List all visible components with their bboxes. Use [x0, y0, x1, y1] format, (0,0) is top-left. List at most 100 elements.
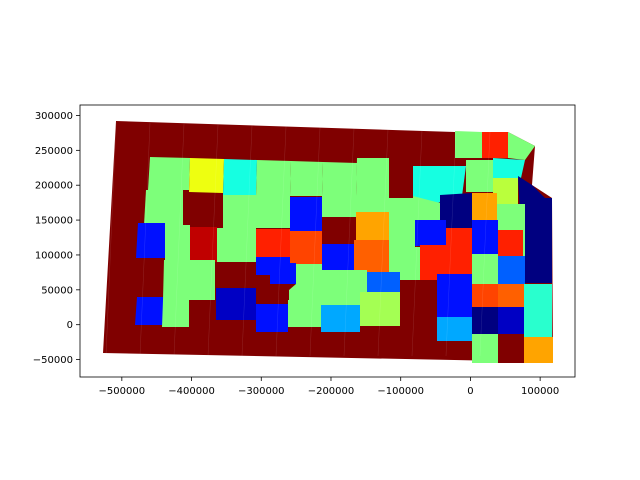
county-region — [455, 131, 482, 158]
county-region — [360, 292, 400, 326]
county-region — [389, 198, 415, 225]
county-region — [136, 223, 165, 258]
y-tick-label: −50000 — [33, 355, 73, 366]
county-region — [472, 334, 498, 363]
county-region — [256, 160, 291, 196]
county-border — [139, 122, 151, 357]
y-tick-label: 50000 — [41, 285, 73, 296]
county-border — [173, 123, 185, 357]
county-region — [525, 205, 552, 230]
x-tick-label: −200000 — [308, 386, 355, 397]
county-region — [216, 288, 256, 320]
county-region — [322, 217, 356, 244]
county-region — [322, 162, 357, 196]
county-region — [498, 307, 524, 334]
y-tick: 100000 — [35, 250, 80, 261]
y-tick: 150000 — [35, 216, 80, 227]
county-region — [290, 161, 323, 196]
y-tick: 50000 — [41, 285, 80, 296]
county-region — [321, 305, 360, 332]
county-border — [411, 130, 423, 357]
county-region — [472, 254, 498, 284]
county-region — [322, 196, 356, 217]
county-region — [189, 158, 224, 193]
x-tick: −100000 — [377, 377, 424, 397]
county-region — [437, 274, 472, 317]
county-border — [479, 131, 491, 357]
y-tick: 200000 — [35, 181, 80, 192]
county-border — [309, 127, 321, 357]
county-region — [135, 297, 163, 325]
y-tick-label: 0 — [67, 320, 73, 331]
x-tick: −200000 — [308, 377, 355, 397]
x-tick: 100000 — [521, 377, 559, 397]
county-region — [524, 312, 552, 337]
county-region — [270, 263, 296, 284]
county-region — [472, 193, 497, 220]
x-tick-label: 100000 — [521, 386, 559, 397]
y-tick: 0 — [67, 320, 80, 331]
county-region — [217, 228, 256, 262]
county-region — [413, 196, 440, 220]
county-region — [144, 190, 183, 225]
county-region — [290, 231, 322, 264]
county-region — [290, 197, 322, 231]
axes-frame — [79, 104, 576, 378]
county-region — [493, 178, 518, 204]
county-region — [446, 228, 472, 275]
county-region — [498, 334, 524, 363]
y-tick-label: 200000 — [35, 181, 73, 192]
county-region — [165, 225, 190, 260]
x-tick-label: −300000 — [238, 386, 285, 397]
county-region — [493, 158, 525, 178]
y-tick: 250000 — [35, 146, 80, 157]
county-border — [207, 124, 219, 357]
county-region — [256, 304, 288, 332]
county-region — [524, 284, 552, 312]
y-tick-label: 100000 — [35, 250, 73, 261]
county-border — [241, 125, 253, 357]
county-region — [356, 212, 389, 240]
y-tick-label: 150000 — [35, 216, 73, 227]
county-region — [163, 260, 215, 300]
county-border — [445, 130, 457, 357]
county-region — [223, 195, 256, 228]
county-region — [367, 272, 400, 292]
y-tick: −50000 — [33, 355, 80, 366]
county-region — [322, 270, 367, 305]
x-tick-label: 0 — [467, 386, 473, 397]
x-axis: −500000 −400000 −300000 −200000 −100000 0 1000… — [99, 377, 559, 397]
y-axis: 300000 250000 200000 150000 100000 50000 0 −500… — [33, 111, 80, 366]
county-region — [472, 220, 498, 254]
county-region — [162, 300, 189, 327]
county-region — [256, 229, 290, 257]
county-region — [525, 258, 552, 283]
county-region — [525, 230, 552, 258]
county-border — [275, 126, 287, 357]
y-tick-label: 300000 — [35, 111, 73, 122]
county-border — [105, 121, 117, 357]
county-region — [437, 317, 472, 341]
county-region — [440, 193, 472, 228]
county-region — [289, 264, 322, 300]
county-region — [148, 157, 190, 190]
county-region — [508, 132, 535, 160]
y-tick: 300000 — [35, 111, 80, 122]
y-tick-label: 250000 — [35, 146, 73, 157]
county-region — [415, 220, 446, 246]
county-region — [466, 160, 493, 192]
county-region — [190, 227, 217, 262]
county-region — [356, 196, 389, 212]
county-map — [103, 121, 553, 363]
county-region — [482, 132, 508, 158]
county-region — [322, 244, 356, 270]
x-tick: −500000 — [99, 377, 145, 397]
county-region — [498, 256, 525, 284]
x-tick: 0 — [467, 377, 474, 397]
county-region — [389, 247, 420, 280]
county-region — [472, 284, 498, 307]
county-region — [389, 225, 415, 247]
county-region — [498, 284, 524, 307]
county-region — [498, 230, 523, 256]
